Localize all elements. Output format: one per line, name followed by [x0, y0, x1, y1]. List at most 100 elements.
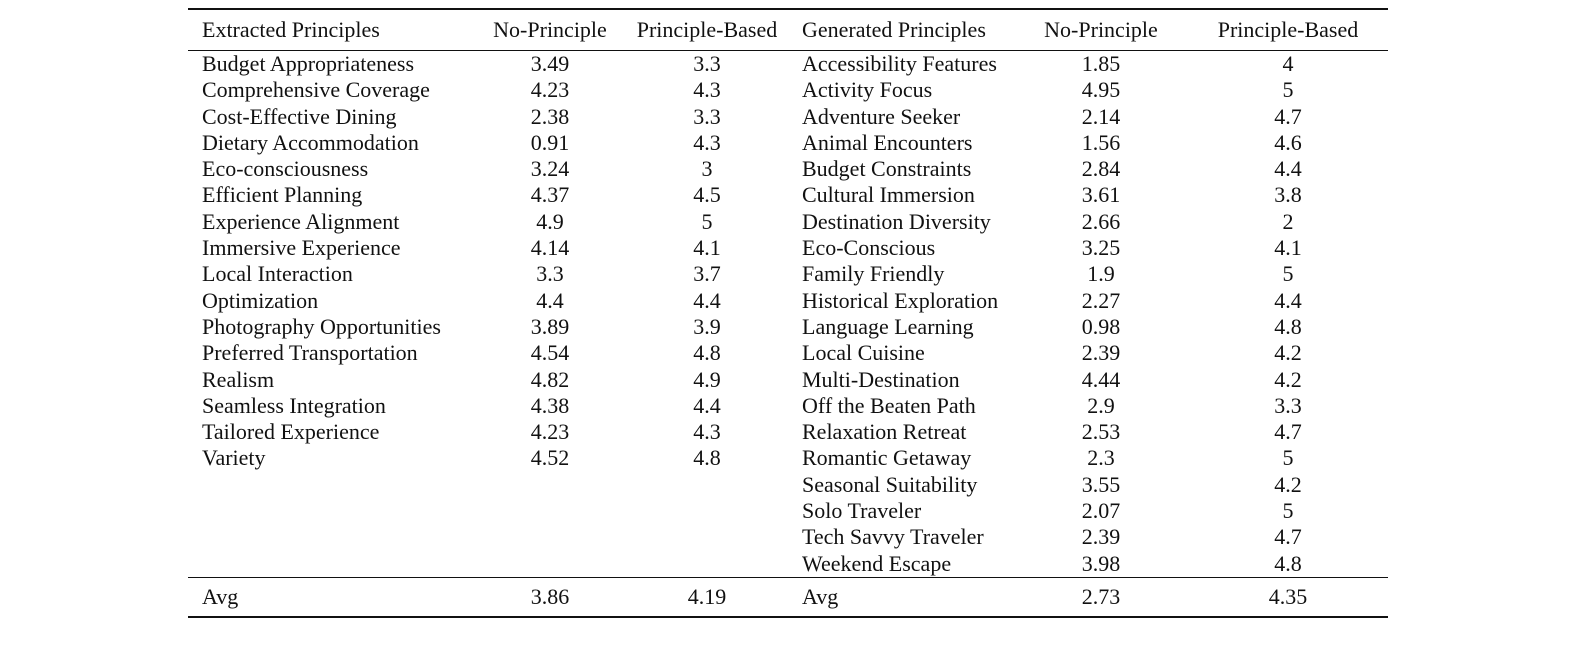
- generated-principle-name: Off the Beaten Path: [802, 392, 976, 418]
- extracted-principle-based-score: 3.3: [693, 51, 721, 76]
- generated-no-principle-score: 2.27: [1081, 287, 1121, 313]
- extracted-principle-name: Comprehensive Coverage: [202, 77, 430, 103]
- extracted-principle-name: Tailored Experience: [202, 419, 380, 445]
- extracted-principle-name: Immersive Experience: [202, 235, 401, 261]
- table-row: Tech Savvy Traveler 2.39 4.7: [188, 524, 1388, 550]
- generated-no-principle-score: 1.85: [1081, 51, 1121, 76]
- extracted-no-principle-score: [474, 498, 626, 524]
- extracted-no-principle-score: [474, 551, 626, 578]
- generated-principle-name: Language Learning: [802, 313, 974, 339]
- extracted-no-principle-score: 2.38: [530, 103, 570, 129]
- generated-no-principle-score: 4.44: [1081, 366, 1121, 392]
- extracted-no-principle-score: 3.24: [530, 156, 570, 182]
- generated-principle-based-score: 4: [1282, 51, 1294, 76]
- table-row: Variety 4.52 4.8 Romantic Getaway 2.3 5: [188, 445, 1388, 471]
- generated-principle-based-score: 5: [1282, 445, 1294, 471]
- extracted-principle-based-score: 4.1: [693, 235, 721, 261]
- generated-principle-based-score: 2: [1282, 208, 1294, 234]
- generated-principle-name: Multi-Destination: [802, 366, 960, 392]
- extracted-principle-name: Efficient Planning: [202, 182, 363, 208]
- extracted-principle-name: [188, 498, 474, 524]
- table-row: Efficient Planning 4.37 4.5 Cultural Immers…: [188, 182, 1388, 208]
- extracted-no-principle-score: 3.89: [530, 313, 570, 339]
- generated-principle-name: Cultural Immersion: [802, 182, 975, 208]
- generated-principle-based-score: 4.6: [1274, 129, 1302, 155]
- generated-principle-name: Tech Savvy Traveler: [802, 524, 984, 550]
- generated-principle-based-score: 4.7: [1274, 419, 1302, 445]
- results-table: Extracted Principles No-Principle Princi…: [188, 8, 1388, 618]
- header-row: Extracted Principles No-Principle Princi…: [188, 8, 1388, 51]
- generated-no-principle-score: 2.39: [1081, 524, 1121, 550]
- generated-no-principle-score: 2.53: [1081, 419, 1121, 445]
- extracted-no-principle-score: 4.23: [530, 419, 570, 445]
- table-row: Preferred Transportation 4.54 4.8 Local Cui…: [188, 340, 1388, 366]
- extracted-no-principle-score: 4.38: [530, 392, 570, 418]
- extracted-principle-based-score: [626, 498, 788, 524]
- generated-principle-name: Relaxation Retreat: [802, 419, 967, 445]
- avg-principle-based-generated: 4.35: [1188, 576, 1388, 618]
- table-row: Solo Traveler 2.07 5: [188, 498, 1388, 524]
- extracted-no-principle-score: 4.52: [530, 445, 570, 471]
- generated-principle-based-score: 4.2: [1274, 340, 1302, 366]
- average-row: Avg 3.86 4.19 Avg 2.73 4.35: [188, 576, 1388, 618]
- table-row: Eco-consciousness 3.24 3 Budget Constraints…: [188, 156, 1388, 182]
- generated-no-principle-score: 2.39: [1081, 340, 1121, 366]
- generated-principle-based-score: 4.1: [1274, 235, 1302, 261]
- extracted-principle-based-score: 3: [701, 156, 713, 182]
- extracted-no-principle-score: 0.91: [530, 129, 570, 155]
- table-row: Realism 4.82 4.9 Multi-Destination 4.44 4.2: [188, 367, 1388, 393]
- extracted-principle-name: Dietary Accommodation: [202, 129, 419, 155]
- generated-no-principle-score: 3.55: [1081, 471, 1121, 497]
- extracted-principle-name: [188, 472, 474, 498]
- extracted-no-principle-score: 4.4: [536, 287, 564, 313]
- generated-principle-based-score: 4.4: [1274, 287, 1302, 313]
- header-no-principle-generated: No-Principle: [1014, 8, 1188, 51]
- table-row: Budget Appropriateness 3.49 3.3 Accessibili…: [188, 51, 1388, 78]
- extracted-principle-based-score: 3.9: [693, 313, 721, 339]
- extracted-no-principle-score: 3.49: [530, 51, 570, 76]
- extracted-principle-name: Seamless Integration: [202, 392, 386, 418]
- generated-principle-based-score: 3.8: [1274, 182, 1302, 208]
- extracted-principle-based-score: 4.9: [693, 366, 721, 392]
- extracted-principle-name: Local Interaction: [202, 261, 353, 287]
- generated-principle-name: Historical Exploration: [802, 287, 999, 313]
- generated-principle-name: Accessibility Features: [802, 51, 997, 76]
- generated-principle-based-score: 4.7: [1274, 103, 1302, 129]
- generated-principle-based-score: 5: [1282, 261, 1294, 287]
- generated-principle-based-score: 4.8: [1274, 313, 1302, 339]
- extracted-no-principle-score: [474, 472, 626, 498]
- extracted-principle-based-score: [626, 472, 788, 498]
- extracted-no-principle-score: [474, 524, 626, 550]
- extracted-principle-based-score: [626, 551, 788, 578]
- extracted-principle-name: Optimization: [202, 287, 319, 313]
- avg-label-generated: Avg: [788, 576, 1014, 618]
- table-body: Budget Appropriateness 3.49 3.3 Accessibili…: [188, 51, 1388, 578]
- generated-principle-based-score: 4.4: [1274, 156, 1302, 182]
- extracted-principle-based-score: 5: [701, 208, 713, 234]
- generated-principle-based-score: 4.8: [1274, 550, 1302, 576]
- table-row: Seamless Integration 4.38 4.4 Off the Beate…: [188, 393, 1388, 419]
- header-extracted-principles: Extracted Principles: [188, 8, 474, 51]
- generated-no-principle-score: 2.66: [1081, 208, 1121, 234]
- extracted-principle-based-score: 4.8: [693, 445, 721, 471]
- generated-principle-name: Activity Focus: [802, 77, 933, 103]
- generated-no-principle-score: 2.84: [1081, 156, 1121, 182]
- generated-principle-name: Local Cuisine: [802, 340, 925, 366]
- extracted-principle-name: Experience Alignment: [202, 208, 400, 234]
- generated-no-principle-score: 0.98: [1081, 313, 1121, 339]
- generated-principle-name: Romantic Getaway: [802, 445, 972, 471]
- header-principle-based-extracted: Principle-Based: [626, 8, 788, 51]
- extracted-no-principle-score: 4.37: [530, 182, 570, 208]
- extracted-principle-based-score: 4.3: [693, 129, 721, 155]
- table-row: Dietary Accommodation 0.91 4.3 Animal Encou…: [188, 130, 1388, 156]
- extracted-principle-name: Eco-consciousness: [202, 156, 369, 182]
- extracted-principle-based-score: 4.4: [693, 287, 721, 313]
- table-row: Photography Opportunities 3.89 3.9 Language…: [188, 314, 1388, 340]
- generated-no-principle-score: 2.07: [1081, 498, 1121, 524]
- generated-principle-based-score: 5: [1282, 77, 1294, 103]
- extracted-principle-based-score: 4.5: [693, 182, 721, 208]
- header-no-principle-extracted: No-Principle: [474, 8, 626, 51]
- generated-principle-name: Weekend Escape: [802, 550, 952, 576]
- avg-principle-based-extracted: 4.19: [626, 576, 788, 618]
- avg-no-principle-generated: 2.73: [1014, 576, 1188, 618]
